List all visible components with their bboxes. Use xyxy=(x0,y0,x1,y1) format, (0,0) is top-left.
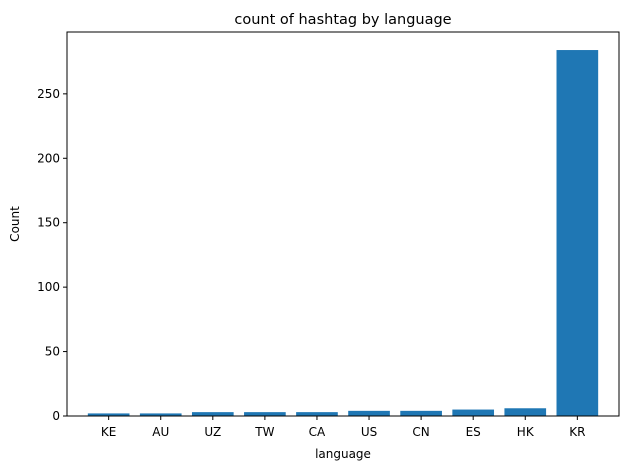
bar-hk xyxy=(504,408,547,416)
bar-cn xyxy=(400,410,442,416)
y-axis-label: Count xyxy=(8,206,22,242)
bar-uz xyxy=(191,412,234,416)
x-tick-label-au: AU xyxy=(152,425,169,439)
y-tick-label-100: 100 xyxy=(37,280,60,294)
bar-tw xyxy=(244,412,286,416)
x-tick-label-kr: KR xyxy=(569,425,585,439)
y-axis: 0 50 100 150 200 250 xyxy=(37,87,67,423)
x-tick-label-uz: UZ xyxy=(204,425,221,439)
plot-frame xyxy=(66,31,620,417)
y-tick-label-50: 50 xyxy=(45,345,60,359)
bar-ke xyxy=(87,413,130,416)
x-tick-label-cn: CN xyxy=(412,425,429,439)
bars-group xyxy=(87,50,599,416)
bar-us xyxy=(348,410,390,416)
x-tick-label-tw: TW xyxy=(254,425,274,439)
bar-au xyxy=(139,413,182,416)
y-tick-label-200: 200 xyxy=(37,151,60,165)
x-axis-label: language xyxy=(315,447,371,461)
y-tick-label-150: 150 xyxy=(37,216,60,230)
x-tick-label-hk: HK xyxy=(517,425,535,439)
x-tick-label-us: US xyxy=(361,425,377,439)
y-tick-label-250: 250 xyxy=(37,87,60,101)
y-tick-label-0: 0 xyxy=(52,409,60,423)
x-axis: KE AU UZ TW CA US CN ES HK KR xyxy=(101,416,585,439)
bar-ca xyxy=(296,412,338,416)
chart-title: count of hashtag by language xyxy=(234,12,451,28)
bar-es xyxy=(452,409,495,416)
x-tick-label-es: ES xyxy=(466,425,481,439)
bar-kr xyxy=(556,50,599,416)
x-tick-label-ke: KE xyxy=(101,425,116,439)
x-tick-label-ca: CA xyxy=(309,425,326,439)
